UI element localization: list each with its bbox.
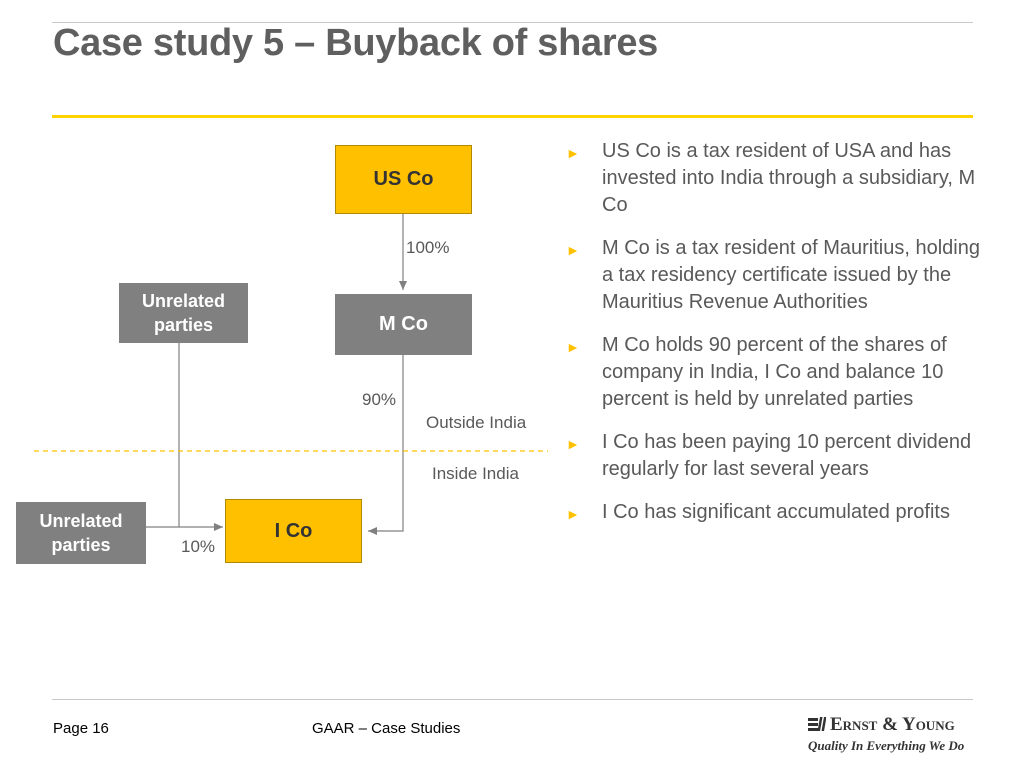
unrelated-parties-left-box: Unrelated parties bbox=[16, 502, 146, 564]
top-divider bbox=[52, 22, 973, 23]
outside-india-label: Outside India bbox=[426, 413, 527, 432]
pct-us-to-m: 100% bbox=[406, 238, 450, 257]
slide-title: Case study 5 – Buyback of shares bbox=[53, 22, 659, 64]
bullet-text: US Co is a tax resident of USA and has i… bbox=[602, 140, 976, 216]
bullet-item: ► I Co has been paying 10 percent divide… bbox=[566, 429, 986, 483]
triangle-right-icon: ► bbox=[566, 506, 580, 522]
us-co-box: US Co bbox=[335, 145, 472, 214]
bullet-item: ► M Co is a tax resident of Mauritius, h… bbox=[566, 235, 986, 316]
logo-tagline: Quality In Everything We Do bbox=[808, 738, 965, 753]
bullet-text: I Co has significant accumulated profits bbox=[602, 501, 950, 523]
pct-unrelated-to-i: 10% bbox=[181, 537, 216, 556]
unrelated-parties-left-label: Unrelated parties bbox=[39, 511, 123, 555]
inside-india-label: Inside India bbox=[432, 464, 519, 483]
triangle-right-icon: ► bbox=[566, 242, 580, 258]
ey-mark-icon bbox=[808, 717, 826, 731]
logo-name: Ernst & Young bbox=[830, 714, 955, 735]
ownership-diagram-lines bbox=[34, 214, 548, 535]
bullet-text: M Co holds 90 percent of the shares of c… bbox=[602, 334, 947, 410]
triangle-right-icon: ► bbox=[566, 436, 580, 452]
triangle-right-icon: ► bbox=[566, 145, 580, 161]
bullet-text: I Co has been paying 10 percent dividend… bbox=[602, 431, 972, 480]
m-co-box: M Co bbox=[335, 294, 472, 355]
bullet-item: ► M Co holds 90 percent of the shares of… bbox=[566, 332, 986, 413]
footer-center-text: GAAR – Case Studies bbox=[312, 720, 461, 737]
title-underline bbox=[52, 115, 973, 118]
unrelated-parties-top-label: Unrelated parties bbox=[141, 291, 226, 335]
triangle-right-icon: ► bbox=[566, 339, 580, 355]
bullet-text: M Co is a tax resident of Mauritius, hol… bbox=[602, 237, 980, 313]
ernst-young-logo: Ernst & Young Quality In Everything We D… bbox=[808, 714, 978, 754]
i-co-label: I Co bbox=[274, 519, 313, 542]
m-co-label: M Co bbox=[379, 313, 428, 335]
bullet-item: ► I Co has significant accumulated profi… bbox=[566, 499, 986, 526]
bullet-list: ► US Co is a tax resident of USA and has… bbox=[566, 138, 986, 542]
page-number: Page 16 bbox=[53, 720, 109, 737]
bullet-item: ► US Co is a tax resident of USA and has… bbox=[566, 138, 986, 219]
pct-m-to-i: 90% bbox=[362, 390, 397, 409]
i-co-box: I Co bbox=[225, 499, 362, 563]
us-co-label: US Co bbox=[373, 168, 434, 190]
footer-divider bbox=[52, 699, 973, 700]
connector-m-to-i bbox=[368, 355, 404, 535]
unrelated-parties-top-box: Unrelated parties bbox=[119, 283, 248, 343]
